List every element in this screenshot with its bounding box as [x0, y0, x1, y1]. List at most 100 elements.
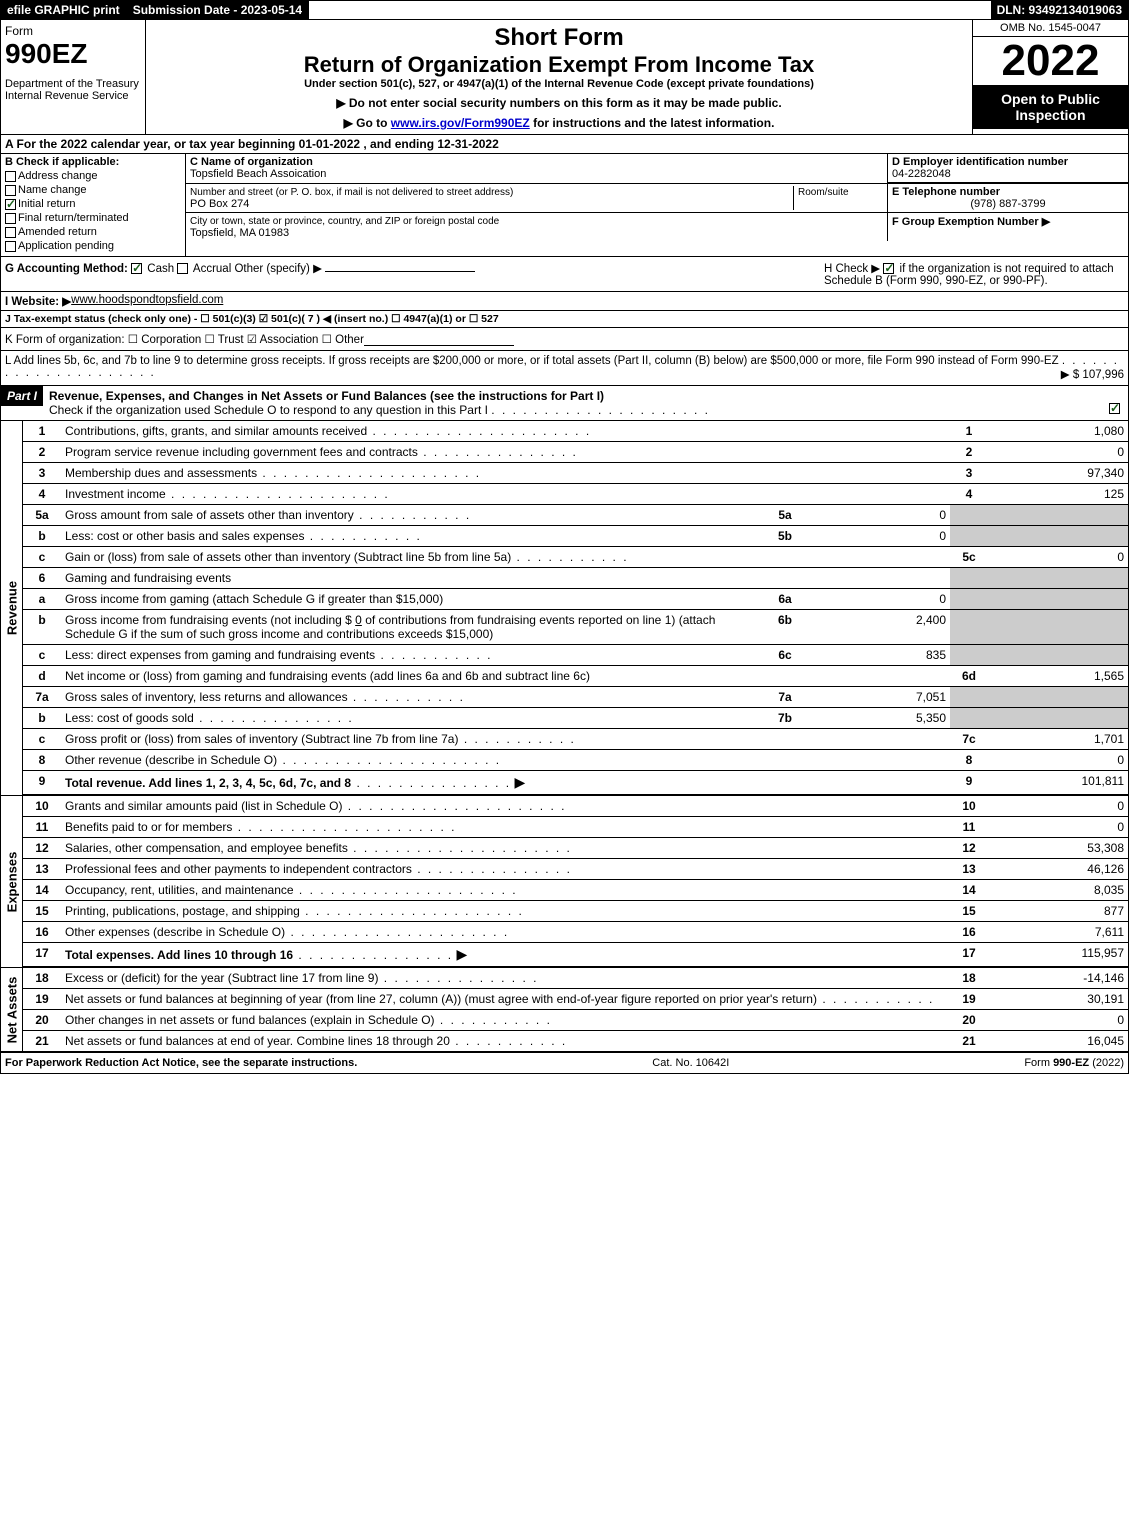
open-inspection: Open to Public Inspection — [973, 85, 1128, 129]
net-assets-section: Net Assets 18 Excess or (deficit) for th… — [1, 968, 1128, 1053]
line-7b: b Less: cost of goods sold 7b 5,350 — [23, 708, 1128, 729]
line-13: 13 Professional fees and other payments … — [23, 859, 1128, 880]
check-address-change[interactable]: Address change — [5, 170, 181, 182]
return-title: Return of Organization Exempt From Incom… — [150, 52, 968, 78]
top-bar: efile GRAPHIC print Submission Date - 20… — [1, 1, 1128, 20]
room-header: Room/suite — [798, 187, 849, 198]
addr-header: Number and street (or P. O. box, if mail… — [190, 187, 513, 198]
l-text: L Add lines 5b, 6c, and 7b to line 9 to … — [5, 355, 1059, 367]
row-j: J Tax-exempt status (check only one) - ☐… — [1, 311, 1128, 328]
part-1-title: Revenue, Expenses, and Changes in Net As… — [49, 389, 604, 403]
line-4: 4 Investment income 4 125 — [23, 484, 1128, 505]
form-id-cell: Form 990EZ Department of the Treasury In… — [1, 20, 146, 134]
check-final-return[interactable]: Final return/terminated — [5, 212, 181, 224]
line-18: 18 Excess or (deficit) for the year (Sub… — [23, 968, 1128, 989]
footer-left: For Paperwork Reduction Act Notice, see … — [5, 1057, 357, 1069]
check-cash[interactable] — [131, 263, 142, 274]
city-header: City or town, state or province, country… — [190, 216, 499, 227]
revenue-label: Revenue — [1, 421, 23, 795]
revenue-section: Revenue 1 Contributions, gifts, grants, … — [1, 421, 1128, 796]
submission-date: Submission Date - 2023-05-14 — [127, 1, 309, 19]
org-city: Topsfield, MA 01983 — [190, 227, 289, 239]
check-amended-return[interactable]: Amended return — [5, 226, 181, 238]
check-schedule-b[interactable] — [883, 263, 894, 274]
footer-right: Form 990-EZ (2022) — [1024, 1057, 1124, 1069]
check-name-change[interactable]: Name change — [5, 184, 181, 196]
line-12: 12 Salaries, other compensation, and emp… — [23, 838, 1128, 859]
instruction-2: ▶ Go to www.irs.gov/Form990EZ for instru… — [150, 116, 968, 130]
line-3: 3 Membership dues and assessments 3 97,3… — [23, 463, 1128, 484]
instr2-post: for instructions and the latest informat… — [530, 116, 775, 130]
efile-print-button[interactable]: efile GRAPHIC print — [1, 1, 127, 19]
dln-number: DLN: 93492134019063 — [991, 1, 1128, 19]
line-5c: c Gain or (loss) from sale of assets oth… — [23, 547, 1128, 568]
title-center: Short Form Return of Organization Exempt… — [146, 20, 973, 134]
c-name-header: C Name of organization — [190, 156, 313, 168]
department: Department of the Treasury Internal Reve… — [5, 78, 141, 102]
city-cell: City or town, state or province, country… — [186, 213, 888, 241]
line-1: 1 Contributions, gifts, grants, and simi… — [23, 421, 1128, 442]
line-10: 10 Grants and similar amounts paid (list… — [23, 796, 1128, 817]
instruction-1: ▶ Do not enter social security numbers o… — [150, 96, 968, 110]
line-6d: d Net income or (loss) from gaming and f… — [23, 666, 1128, 687]
row-k: K Form of organization: ☐ Corporation ☐ … — [1, 328, 1128, 351]
e-header: E Telephone number — [892, 186, 1000, 198]
line-19: 19 Net assets or fund balances at beginn… — [23, 989, 1128, 1010]
section-a-text: A For the 2022 calendar year, or tax yea… — [5, 137, 499, 151]
part-1-header: Part I Revenue, Expenses, and Changes in… — [1, 386, 1128, 421]
line-2: 2 Program service revenue including gove… — [23, 442, 1128, 463]
form-number: 990EZ — [5, 38, 141, 70]
section-a: A For the 2022 calendar year, or tax yea… — [1, 135, 1128, 154]
tax-year: 2022 — [973, 37, 1128, 85]
check-accrual[interactable] — [177, 263, 188, 274]
l-value: ▶ $ 107,996 — [1061, 367, 1124, 381]
check-application-pending[interactable]: Application pending — [5, 240, 181, 252]
line-6c: c Less: direct expenses from gaming and … — [23, 645, 1128, 666]
line-5a: 5a Gross amount from sale of assets othe… — [23, 505, 1128, 526]
line-14: 14 Occupancy, rent, utilities, and maint… — [23, 880, 1128, 901]
d-header: D Employer identification number — [892, 156, 1068, 168]
form-container: efile GRAPHIC print Submission Date - 20… — [0, 0, 1129, 1074]
address-cell: Number and street (or P. O. box, if mail… — [186, 184, 888, 212]
sections-c-through-f: C Name of organization Topsfield Beach A… — [186, 154, 1128, 256]
line-9: 9 Total revenue. Add lines 1, 2, 3, 4, 5… — [23, 771, 1128, 795]
line-11: 11 Benefits paid to or for members 11 0 — [23, 817, 1128, 838]
line-5b: b Less: cost or other basis and sales ex… — [23, 526, 1128, 547]
net-assets-label: Net Assets — [1, 968, 23, 1051]
org-address: PO Box 274 — [190, 198, 249, 210]
net-assets-table: 18 Excess or (deficit) for the year (Sub… — [23, 968, 1128, 1051]
irs-link[interactable]: www.irs.gov/Form990EZ — [391, 116, 530, 130]
g-label: G Accounting Method: — [5, 263, 128, 275]
line-16: 16 Other expenses (describe in Schedule … — [23, 922, 1128, 943]
j-text: J Tax-exempt status (check only one) - ☐… — [5, 313, 499, 325]
sections-b-through-f: B Check if applicable: Address change Na… — [1, 154, 1128, 257]
footer: For Paperwork Reduction Act Notice, see … — [1, 1053, 1128, 1073]
line-7c: c Gross profit or (loss) from sales of i… — [23, 729, 1128, 750]
expenses-section: Expenses 10 Grants and similar amounts p… — [1, 796, 1128, 968]
line-7a: 7a Gross sales of inventory, less return… — [23, 687, 1128, 708]
f-header: F Group Exemption Number ▶ — [892, 216, 1050, 228]
instr2-pre: ▶ Go to — [344, 116, 391, 130]
line-21: 21 Net assets or fund balances at end of… — [23, 1031, 1128, 1052]
title-block: Form 990EZ Department of the Treasury In… — [1, 20, 1128, 135]
line-8: 8 Other revenue (describe in Schedule O)… — [23, 750, 1128, 771]
revenue-table: 1 Contributions, gifts, grants, and simi… — [23, 421, 1128, 795]
footer-center: Cat. No. 10642I — [357, 1057, 1024, 1069]
line-20: 20 Other changes in net assets or fund b… — [23, 1010, 1128, 1031]
check-initial-return[interactable]: Initial return — [5, 198, 181, 210]
part-1-check: Check if the organization used Schedule … — [49, 403, 488, 417]
website[interactable]: www.hoodspondtopsfield.com — [71, 294, 223, 308]
short-form-title: Short Form — [150, 24, 968, 52]
check-schedule-o[interactable] — [1109, 403, 1120, 414]
row-i: I Website: ▶ www.hoodspondtopsfield.com — [1, 292, 1128, 311]
row-l: L Add lines 5b, 6c, and 7b to line 9 to … — [1, 351, 1128, 386]
line-17: 17 Total expenses. Add lines 10 through … — [23, 943, 1128, 967]
row-g-h: G Accounting Method: Cash Accrual Other … — [1, 257, 1128, 292]
b-header: B Check if applicable: — [5, 156, 119, 168]
org-name-cell: C Name of organization Topsfield Beach A… — [186, 154, 888, 183]
line-6: 6 Gaming and fundraising events — [23, 568, 1128, 589]
line-15: 15 Printing, publications, postage, and … — [23, 901, 1128, 922]
line-6a: a Gross income from gaming (attach Sched… — [23, 589, 1128, 610]
section-e: E Telephone number (978) 887-3799 — [888, 184, 1128, 212]
line-6b: b Gross income from fundraising events (… — [23, 610, 1128, 645]
